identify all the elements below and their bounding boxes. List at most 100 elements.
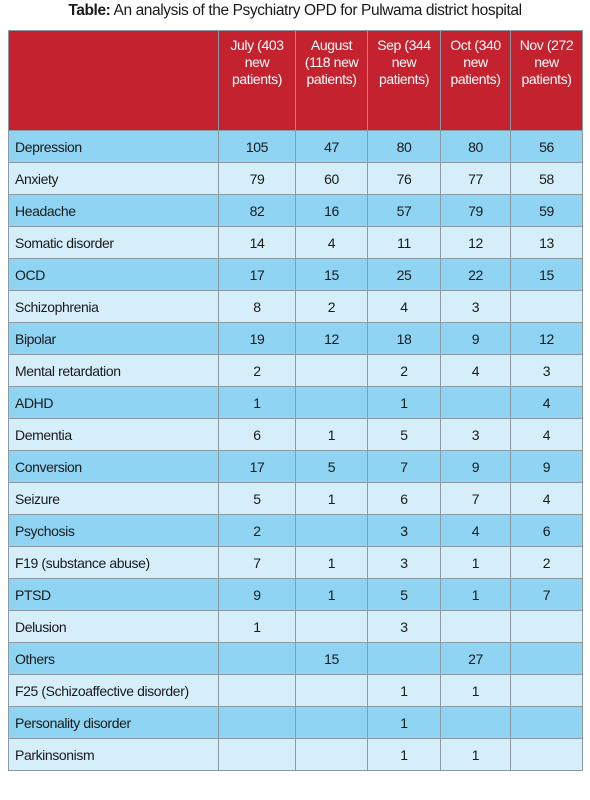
table-cell xyxy=(510,674,583,707)
table-cell: 1 xyxy=(295,546,368,579)
title-text: An analysis of the Psychiatry OPD for Pu… xyxy=(113,2,523,19)
table-cell: 4 xyxy=(510,418,583,451)
table-cell: 1 xyxy=(367,674,441,707)
row-label: Schizophrenia xyxy=(8,290,219,323)
header-cell: Sep (344 new patients) xyxy=(367,30,441,131)
table-cell xyxy=(440,610,511,643)
table-cell: 4 xyxy=(510,386,583,419)
table-cell: 3 xyxy=(367,514,441,547)
table-row: Anxiety 79 60 76 77 58 xyxy=(8,162,583,195)
table-cell: 4 xyxy=(295,226,368,259)
row-label: F25 (Schizoaffective disorder) xyxy=(8,674,219,707)
table-cell: 2 xyxy=(367,354,441,387)
table-cell: 1 xyxy=(440,578,511,611)
table-row: F19 (substance abuse) 7 1 3 1 2 xyxy=(8,546,583,579)
table-cell: 1 xyxy=(218,610,296,643)
table-cell xyxy=(510,738,583,771)
table-cell: 5 xyxy=(218,482,296,515)
row-label: Delusion xyxy=(8,610,219,643)
table-cell: 4 xyxy=(440,354,511,387)
table-cell xyxy=(295,610,368,643)
table-cell xyxy=(510,290,583,323)
table-cell: 1 xyxy=(440,674,511,707)
table-row: Bipolar 19 12 18 9 12 xyxy=(8,322,583,355)
table-cell: 1 xyxy=(440,546,511,579)
table-cell: 4 xyxy=(440,514,511,547)
table-row: OCD 17 15 25 22 15 xyxy=(8,258,583,291)
table-cell xyxy=(218,674,296,707)
row-label: Seizure xyxy=(8,482,219,515)
table-row: PTSD 9 1 5 1 7 xyxy=(8,578,583,611)
title-label: Table: xyxy=(68,2,111,19)
header-row: July (403 new patients) August (118 new p… xyxy=(8,30,583,131)
table-cell: 25 xyxy=(367,258,441,291)
table-row: Parkinsonism 1 1 xyxy=(8,738,583,771)
row-label: Headache xyxy=(8,194,219,227)
row-label: Parkinsonism xyxy=(8,738,219,771)
table-cell: 15 xyxy=(295,642,368,675)
table-cell: 9 xyxy=(440,322,511,355)
table-body: Depression 105 47 80 80 56 Anxiety 79 60 76 77 58 He… xyxy=(8,130,583,771)
table-cell: 58 xyxy=(510,162,583,195)
row-label: ADHD xyxy=(8,386,219,419)
table-cell: 15 xyxy=(510,258,583,291)
table-cell: 1 xyxy=(367,386,441,419)
table-cell xyxy=(367,642,441,675)
table-row: Delusion 1 3 xyxy=(8,610,583,643)
table-cell: 3 xyxy=(440,290,511,323)
table-row: Conversion 17 5 7 9 9 xyxy=(8,450,583,483)
row-label: Somatic disorder xyxy=(8,226,219,259)
header-cell: July (403 new patients) xyxy=(218,30,296,131)
table-cell: 76 xyxy=(367,162,441,195)
table-cell xyxy=(295,386,368,419)
table-cell: 59 xyxy=(510,194,583,227)
data-table: July (403 new patients) August (118 new p… xyxy=(8,30,583,771)
table-cell: 17 xyxy=(218,258,296,291)
table-cell: 3 xyxy=(440,418,511,451)
table-cell: 5 xyxy=(295,450,368,483)
table-cell xyxy=(440,386,511,419)
table-cell: 6 xyxy=(510,514,583,547)
table-cell: 79 xyxy=(218,162,296,195)
table-cell: 80 xyxy=(367,130,441,163)
table-cell xyxy=(440,706,511,739)
table-cell: 22 xyxy=(440,258,511,291)
table-row: ADHD 1 1 4 xyxy=(8,386,583,419)
table-cell: 9 xyxy=(218,578,296,611)
table-row: Seizure 5 1 6 7 4 xyxy=(8,482,583,515)
row-label: Others xyxy=(8,642,219,675)
table-row: Depression 105 47 80 80 56 xyxy=(8,130,583,163)
table-cell xyxy=(295,674,368,707)
table-cell: 6 xyxy=(367,482,441,515)
header-cell xyxy=(8,30,219,131)
table-cell: 80 xyxy=(440,130,511,163)
table-cell: 57 xyxy=(367,194,441,227)
table-cell xyxy=(218,642,296,675)
table-cell: 3 xyxy=(367,546,441,579)
header-cell: Nov (272 new patients) xyxy=(510,30,583,131)
table-cell: 2 xyxy=(510,546,583,579)
table-cell: 8 xyxy=(218,290,296,323)
table-cell: 1 xyxy=(367,738,441,771)
row-label: F19 (substance abuse) xyxy=(8,546,219,579)
row-label: Dementia xyxy=(8,418,219,451)
table-cell: 105 xyxy=(218,130,296,163)
row-label: OCD xyxy=(8,258,219,291)
row-label: Psychosis xyxy=(8,514,219,547)
table-cell: 4 xyxy=(510,482,583,515)
table-row: Schizophrenia 8 2 4 3 xyxy=(8,290,583,323)
table-cell: 4 xyxy=(367,290,441,323)
table-cell: 14 xyxy=(218,226,296,259)
table-cell: 2 xyxy=(295,290,368,323)
table-cell xyxy=(510,642,583,675)
table-cell: 7 xyxy=(367,450,441,483)
table-cell: 1 xyxy=(440,738,511,771)
table-cell: 77 xyxy=(440,162,511,195)
table-cell: 19 xyxy=(218,322,296,355)
row-label: Conversion xyxy=(8,450,219,483)
table-row: Headache 82 16 57 79 59 xyxy=(8,194,583,227)
table-cell: 79 xyxy=(440,194,511,227)
table-cell: 9 xyxy=(510,450,583,483)
table-cell: 2 xyxy=(218,514,296,547)
